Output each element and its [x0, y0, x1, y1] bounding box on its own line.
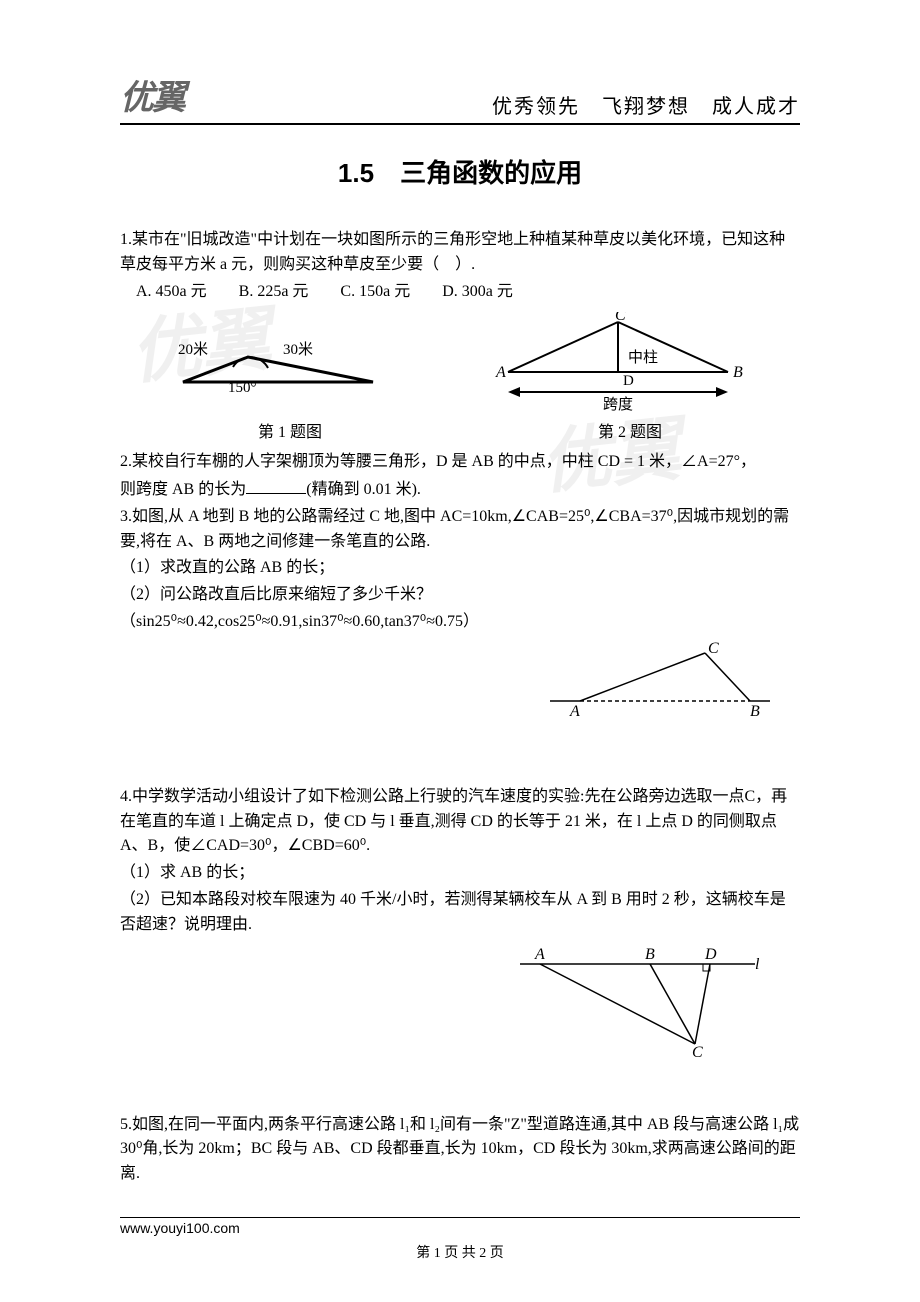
q5-l1: 5.如图,在同一平面内,两条平行高速公路 l₁和 l₂间有一条"Z"型道路连通,…: [120, 1113, 800, 1187]
page-title: 1.5 三角函数的应用: [120, 153, 800, 190]
fig2-B: B: [733, 364, 743, 381]
fig4-l: l: [755, 956, 760, 973]
fig1-left-label: 20米: [178, 341, 208, 358]
fig2-D: D: [623, 373, 634, 389]
q2-text-b: 则跨度 AB 的长为(精确到 0.01 米).: [120, 477, 800, 503]
q4-l2: （1）求 AB 的长；: [120, 861, 800, 886]
q4-l1: 4.中学数学活动小组设计了如下检测公路上行驶的汽车速度的实验:先在公路旁边选取一…: [120, 785, 800, 859]
q3-l4: （sin25⁰≈0.42,cos25⁰≈0.91,sin37⁰≈0.60,tan…: [120, 610, 800, 635]
q2-blank: [246, 477, 306, 494]
q3-l1: 3.如图,从 A 地到 B 地的公路需经过 C 地,图中 AC=10km,∠CA…: [120, 505, 800, 555]
header-slogan: 优秀领先 飞翔梦想 成人成才: [492, 90, 800, 119]
q2-caption: 第 2 题图: [598, 421, 662, 446]
fig3-B: B: [750, 703, 760, 720]
page-header: 优翼 优秀领先 飞翔梦想 成人成才: [120, 70, 800, 125]
fig2-zhongzhu: 中柱: [628, 349, 658, 366]
q1-options: A. 450a 元 B. 225a 元 C. 150a 元 D. 300a 元: [120, 280, 800, 305]
fig4-C: C: [692, 1044, 703, 1059]
q4-l3: （2）已知本路段对校车限速为 40 千米/小时，若测得某辆校车从 A 到 B 用…: [120, 888, 800, 938]
q4-figure: A B D l C: [510, 944, 770, 1059]
fig4-B: B: [645, 946, 655, 963]
footer-page-number: 第 1 页 共 2 页: [120, 1242, 800, 1262]
fig4-D: D: [704, 946, 717, 963]
q3-l3: （2）问公路改直后比原来缩短了多少千米？: [120, 583, 800, 608]
q3-l2: （1）求改直的公路 AB 的长；: [120, 556, 800, 581]
fig3-C: C: [708, 641, 719, 657]
fig2-C: C: [615, 312, 626, 324]
fig4-A: A: [534, 946, 545, 963]
q2-text-a: 2.某校自行车棚的人字架棚顶为等腰三角形，D 是 AB 的中点，中柱 CD = …: [120, 450, 800, 475]
q3-figure: A B C: [550, 641, 770, 721]
brand-logo: 优翼: [120, 70, 184, 119]
footer-url: www.youyi100.com: [120, 1217, 800, 1236]
fig1-right-label: 30米: [283, 341, 313, 358]
fig1-angle-label: 150°: [228, 380, 257, 396]
page-footer: www.youyi100.com 第 1 页 共 2 页: [120, 1217, 800, 1262]
q1-figure: 20米 30米 150°: [173, 312, 383, 412]
fig2-kuadu: 跨度: [603, 396, 633, 413]
q1-text: 1.某市在"旧城改造"中计划在一块如图所示的三角形空地上种植某种草皮以美化环境，…: [120, 228, 800, 278]
fig2-A: A: [495, 364, 506, 381]
fig3-A: A: [569, 703, 580, 720]
q1-caption: 第 1 题图: [258, 421, 322, 446]
q2-figure: A B C D 中柱 跨度: [488, 312, 748, 417]
